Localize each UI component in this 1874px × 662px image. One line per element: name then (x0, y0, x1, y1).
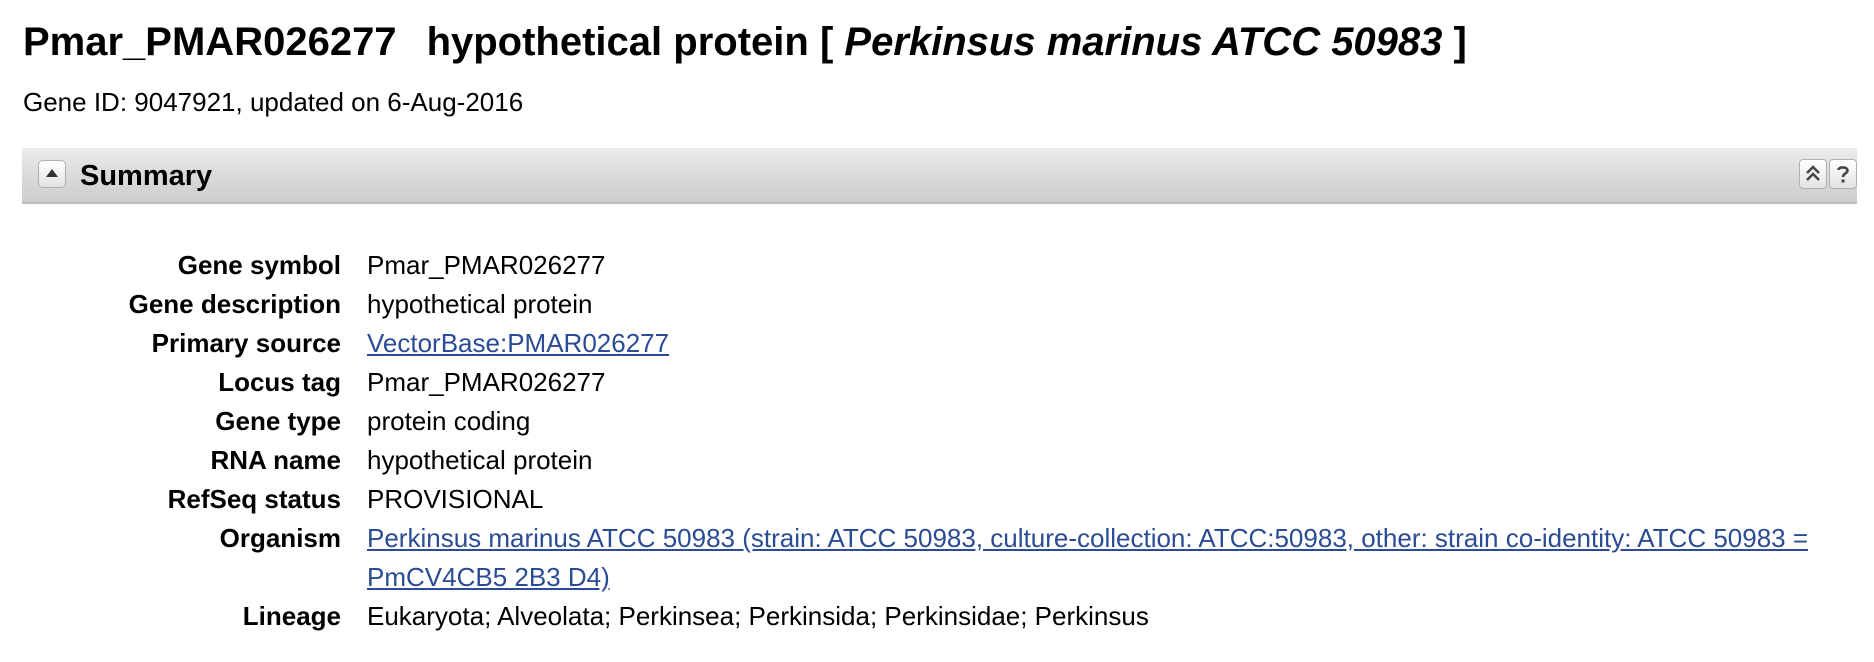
collapse-toggle-button[interactable] (38, 160, 66, 188)
organism-heading: Perkinsus marinus ATCC 50983 (844, 20, 1443, 64)
page-title: Pmar_PMAR026277 hypothetical protein [ Pe… (23, 14, 1467, 70)
row-value: protein coding (367, 406, 531, 436)
row-label: Organism (219, 523, 341, 553)
triangle-up-icon (46, 169, 58, 177)
gene-id-line: Gene ID: 9047921, updated on 6-Aug-2016 (23, 87, 524, 117)
double-chevron-up-icon (1806, 165, 1820, 181)
bracket-open: [ (819, 20, 834, 64)
row-label: Lineage (242, 601, 341, 631)
row-label: Locus tag (218, 367, 341, 397)
row-label: Gene symbol (177, 250, 341, 280)
bracket-close: ] (1453, 20, 1467, 64)
row-value: hypothetical protein (367, 445, 593, 475)
row-value: Pmar_PMAR026277 (367, 250, 606, 280)
help-button[interactable] (1829, 159, 1857, 189)
row-value: hypothetical protein (367, 289, 593, 319)
section-title: Summary (80, 160, 213, 192)
row-value: Pmar_PMAR026277 (367, 367, 606, 397)
go-to-top-button[interactable] (1799, 159, 1827, 189)
summary-section-header: Summary (22, 148, 1857, 204)
row-label: Gene type (215, 406, 341, 436)
gene-name: Pmar_PMAR026277 (23, 20, 397, 64)
organism-link[interactable]: Perkinsus marinus ATCC 50983 (strain: AT… (367, 523, 1809, 592)
gene-description-heading: hypothetical protein (426, 20, 809, 64)
row-label: Gene description (128, 289, 341, 319)
row-label: RNA name (210, 445, 341, 475)
row-value: Eukaryota; Alveolata; Perkinsea; Perkins… (367, 601, 1149, 631)
row-value: PROVISIONAL (367, 484, 544, 514)
primary-source-link[interactable]: VectorBase:PMAR026277 (367, 328, 670, 358)
row-label: Primary source (151, 328, 341, 358)
row-label: RefSeq status (167, 484, 341, 514)
question-mark-icon (1837, 166, 1849, 183)
